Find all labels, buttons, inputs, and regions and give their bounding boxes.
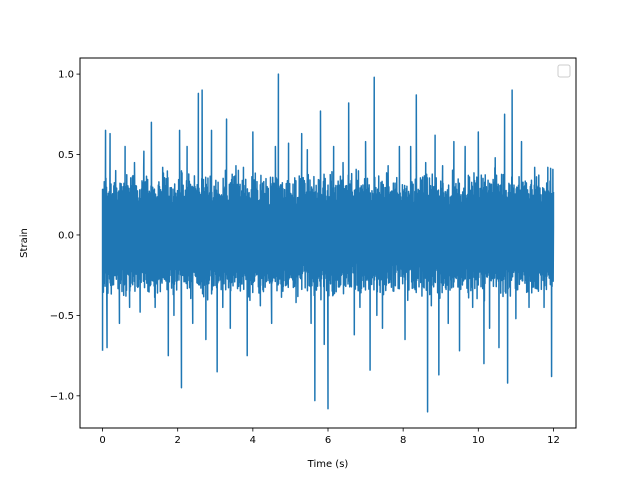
x-tick-label: 6 <box>325 435 331 446</box>
y-tick-label: −0.5 <box>50 311 74 322</box>
y-axis-label: Strain <box>19 228 30 258</box>
x-ticks: 0 2 4 6 8 10 12 <box>99 428 560 446</box>
y-tick-label: 1.0 <box>58 70 74 81</box>
legend <box>557 64 571 78</box>
legend-box <box>557 64 571 78</box>
x-axis-label: Time (s) <box>307 459 349 470</box>
x-tick-label: 10 <box>472 435 485 446</box>
x-tick-label: 2 <box>175 435 181 446</box>
series-layer <box>101 73 555 413</box>
x-tick-label: 12 <box>547 435 560 446</box>
y-tick-label: −1.0 <box>50 391 74 402</box>
x-tick-label: 8 <box>400 435 406 446</box>
x-tick-label: 4 <box>250 435 256 446</box>
series-line <box>101 73 555 413</box>
y-tick-label: 0.0 <box>58 230 74 241</box>
x-tick-label: 0 <box>99 435 105 446</box>
y-tick-label: 0.5 <box>58 150 74 161</box>
y-ticks: −1.0 −0.5 0.0 0.5 1.0 <box>50 70 80 402</box>
